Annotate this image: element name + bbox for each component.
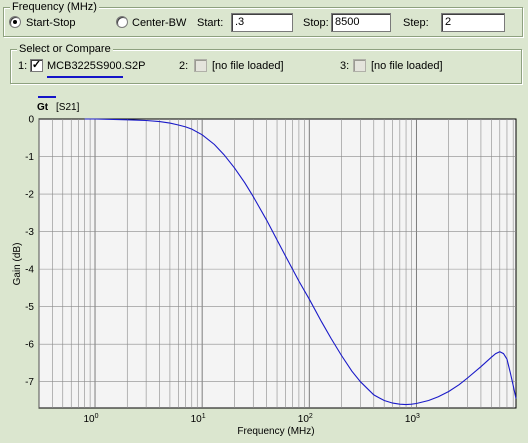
gain-chart[interactable]: Gt [S21] 0 -1 -2 -3 -4 -5 -6 -7 100 101 102 103 Ga… bbox=[0, 93, 528, 443]
y-tick-label: -6 bbox=[25, 340, 34, 351]
y-tick-label: -1 bbox=[25, 152, 34, 163]
plot-area bbox=[38, 118, 517, 409]
start-stop-label[interactable]: Start-Stop bbox=[26, 17, 76, 29]
y-tick-label: 0 bbox=[28, 115, 34, 126]
start-input[interactable]: .3 bbox=[231, 13, 293, 32]
frequency-group: Frequency (MHz) bbox=[3, 0, 523, 37]
slot-1-checkbox[interactable]: ✓ bbox=[30, 59, 43, 72]
legend-label: Gt bbox=[37, 102, 49, 113]
x-axis-ticks: 100 101 102 103 bbox=[84, 413, 421, 425]
y-tick-label: -4 bbox=[25, 265, 34, 276]
x-tick-label: 103 bbox=[405, 413, 420, 425]
center-bw-label[interactable]: Center-BW bbox=[132, 17, 187, 29]
x-tick-label: 102 bbox=[298, 413, 313, 425]
start-stop-radio[interactable] bbox=[9, 16, 21, 28]
slot-3-index: 3: bbox=[340, 60, 350, 72]
radio-selected-dot bbox=[13, 20, 17, 24]
y-tick-label: -7 bbox=[25, 377, 34, 388]
stop-label: Stop: bbox=[303, 17, 329, 29]
y-tick-label: -5 bbox=[25, 302, 34, 313]
slot-3-file: [no file loaded] bbox=[371, 60, 443, 72]
compare-group-title: Select or Compare bbox=[17, 42, 113, 56]
slot-2-checkbox[interactable] bbox=[194, 59, 207, 72]
y-tick-label: -2 bbox=[25, 190, 34, 201]
slot-1-file[interactable]: MCB3225S900.S2P bbox=[47, 60, 146, 72]
slot-2-index: 2: bbox=[179, 60, 189, 72]
legend-param: [S21] bbox=[56, 102, 80, 113]
step-label: Step: bbox=[403, 17, 429, 29]
slot-3-checkbox[interactable] bbox=[353, 59, 366, 72]
stop-input[interactable]: 8500 bbox=[331, 13, 391, 32]
y-axis-label: Gain (dB) bbox=[12, 243, 23, 286]
x-tick-label: 101 bbox=[191, 413, 206, 425]
y-axis-ticks: 0 -1 -2 -3 -4 -5 -6 -7 bbox=[25, 115, 34, 389]
grid bbox=[38, 119, 516, 408]
slot-1-index: 1: bbox=[18, 60, 28, 72]
frequency-group-title: Frequency (MHz) bbox=[10, 0, 99, 14]
series-line-gt bbox=[84, 118, 517, 406]
x-axis-label: Frequency (MHz) bbox=[237, 426, 314, 437]
compare-group: Select or Compare bbox=[10, 42, 522, 84]
start-label: Start: bbox=[197, 17, 224, 29]
y-tick-label: -3 bbox=[25, 227, 34, 238]
step-input[interactable]: 2 bbox=[441, 13, 505, 32]
slot-2-file: [no file loaded] bbox=[212, 60, 284, 72]
center-bw-radio[interactable] bbox=[116, 16, 128, 28]
slot-1-series-line bbox=[47, 76, 123, 78]
x-tick-label: 100 bbox=[84, 413, 99, 425]
